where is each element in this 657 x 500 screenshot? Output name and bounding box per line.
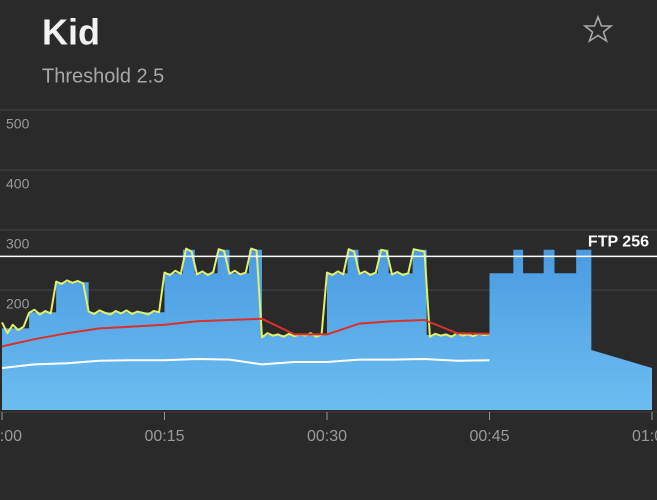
favorite-star[interactable] [582, 14, 614, 43]
ftp-label: FTP 256 [588, 234, 649, 251]
data-line [1, 358, 490, 369]
plot: 200 300 400 500 FTP 256 00:00 00:15 00:30 00:45 0… [0, 109, 657, 445]
x-tick-label: 00:15 [144, 428, 184, 445]
x-tick-label: 00:45 [469, 428, 509, 445]
y-tick-label: 400 [6, 176, 30, 192]
y-tick-label: 500 [6, 116, 30, 132]
data-line [1, 317, 490, 348]
y-tick-label: 200 [6, 296, 30, 312]
y-tick-label: 300 [6, 236, 30, 252]
data-line [1, 247, 490, 339]
x-tick-label: 00:00 [0, 428, 22, 445]
subtitle: Threshold 2.5 [42, 65, 164, 87]
title: Kid [42, 12, 100, 53]
x-tick-label: 01:00 [632, 428, 657, 445]
workout-area [2, 249, 652, 410]
x-tick-label: 00:30 [307, 428, 347, 445]
